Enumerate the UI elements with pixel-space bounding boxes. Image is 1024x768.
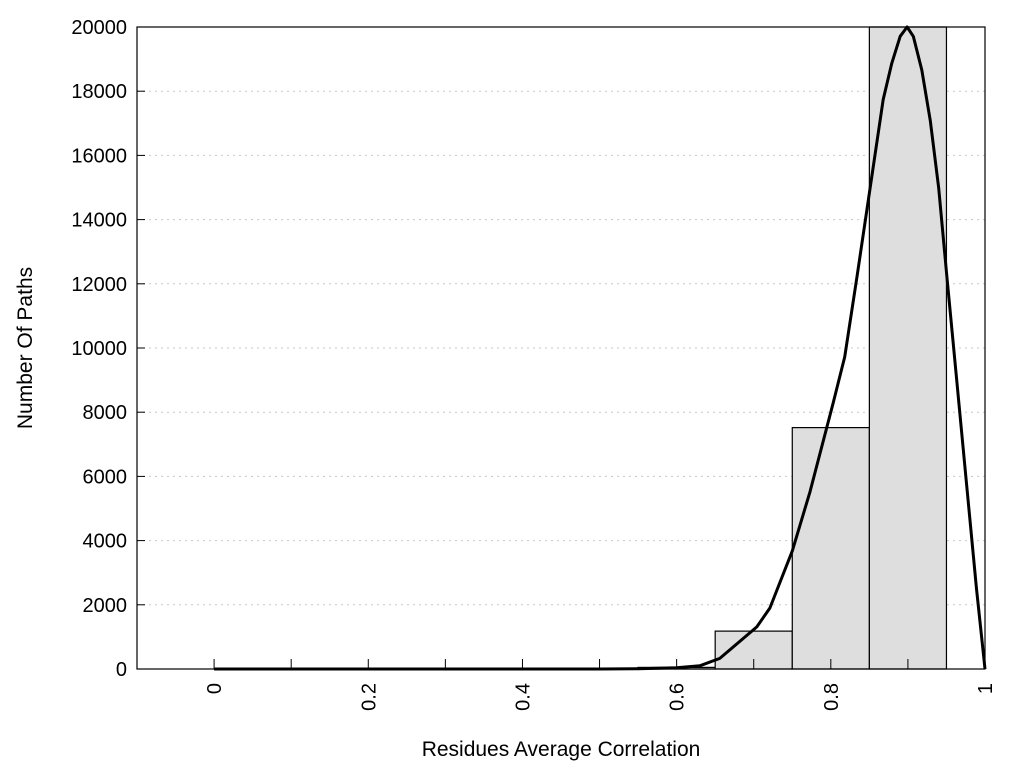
y-tick-label: 10000 [71, 338, 127, 360]
y-tick-label: 4000 [83, 531, 128, 553]
y-tick-label: 8000 [83, 402, 128, 424]
y-tick-label: 16000 [71, 145, 127, 167]
x-tick-label: 0 [204, 683, 226, 694]
y-tick-label: 20000 [71, 17, 127, 39]
y-tick-label: 2000 [83, 595, 128, 617]
y-axis-label: Number Of Paths [14, 267, 37, 429]
x-tick-label: 0.6 [667, 683, 689, 711]
x-tick-label: 0.2 [358, 683, 380, 711]
y-tick-label: 14000 [71, 210, 127, 232]
x-tick-label: 1 [975, 683, 997, 694]
y-tick-label: 6000 [83, 466, 128, 488]
y-tick-label: 0 [116, 659, 127, 681]
histogram-bar [791, 427, 870, 670]
histogram-bar [868, 26, 948, 670]
y-tick-label: 18000 [71, 81, 127, 103]
bars [637, 26, 948, 670]
x-axis-label: Residues Average Correlation [422, 738, 701, 761]
x-tick-label: 0.4 [512, 683, 534, 711]
x-axis: 0 0.2 0.4 0.6 0.8 1 [204, 659, 997, 711]
x-tick-label: 0.8 [821, 683, 843, 711]
y-tick-label: 12000 [71, 274, 127, 296]
y-axis: 0 2000 4000 6000 8000 10000 12000 14000 16000 180… [71, 17, 145, 681]
